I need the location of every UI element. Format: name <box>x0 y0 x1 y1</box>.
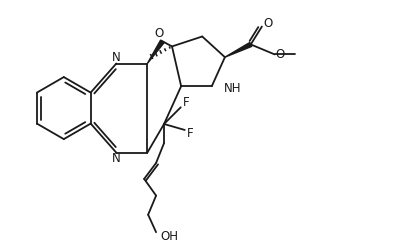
Text: NH: NH <box>223 82 241 95</box>
Polygon shape <box>224 42 251 57</box>
Text: OH: OH <box>161 230 178 244</box>
Polygon shape <box>147 40 164 63</box>
Text: F: F <box>186 127 193 140</box>
Text: O: O <box>263 17 272 30</box>
Text: F: F <box>182 96 189 109</box>
Text: O: O <box>154 27 164 40</box>
Text: N: N <box>112 51 121 64</box>
Text: O: O <box>275 48 284 61</box>
Text: N: N <box>112 152 121 165</box>
